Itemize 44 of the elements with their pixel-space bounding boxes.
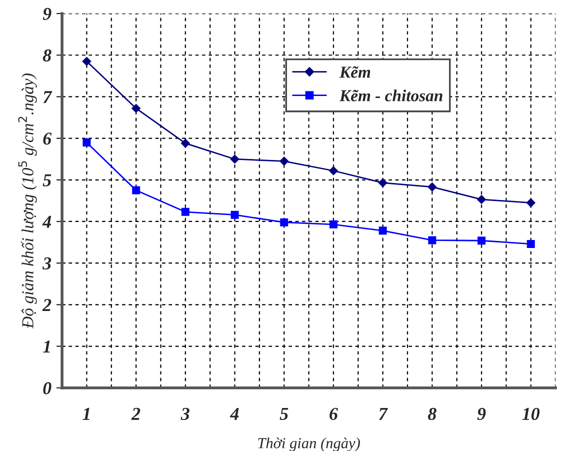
point	[280, 156, 289, 166]
x-tick-label: 2	[131, 408, 140, 420]
y-tick-label: 3	[42, 257, 52, 270]
point	[82, 56, 92, 66]
x-tick-label: 6	[330, 408, 338, 420]
y-tick-label: 1	[43, 340, 50, 353]
y-tick-label: 6	[43, 132, 52, 145]
point	[230, 154, 240, 164]
y-tick-label: 2	[42, 298, 52, 311]
x-tick-label: 8	[428, 408, 436, 420]
legend-label: Kẽm - chitosan	[339, 90, 442, 102]
point	[230, 210, 239, 219]
point	[477, 195, 486, 204]
point	[428, 236, 436, 244]
point	[329, 166, 338, 176]
y-tick-label: 5	[42, 174, 52, 186]
point	[132, 186, 140, 194]
point	[280, 218, 288, 226]
point	[329, 220, 338, 228]
x-tick-label: 5	[280, 408, 288, 420]
x-tick-label: 4	[230, 408, 239, 420]
y-tick-label: 8	[42, 49, 52, 62]
y-tick-label: 0	[43, 382, 52, 394]
x-tick-label: 10	[522, 408, 540, 420]
x-tick-label: 1	[82, 408, 90, 420]
point	[378, 226, 387, 235]
point	[82, 138, 91, 146]
point	[478, 236, 486, 245]
point	[378, 178, 388, 188]
point	[526, 240, 535, 248]
point	[181, 208, 190, 216]
point	[428, 182, 437, 192]
x-tick-label: 3	[180, 408, 190, 420]
point	[180, 138, 190, 148]
point	[526, 198, 536, 208]
x-axis-title: Thời gian (ngày)	[258, 438, 360, 451]
y-tick-label: 9	[42, 8, 52, 20]
x-tick-label: 9	[477, 408, 486, 420]
point	[132, 104, 141, 113]
y-axis-title: Độ giảm khối lượng (10$^{5}$ g/cm$^{2}$.ngày)	[18, 74, 37, 329]
x-tick-label: 7	[379, 408, 388, 420]
legend-label: Kẽm	[339, 66, 370, 78]
y-tick-label: 7	[43, 91, 52, 103]
y-tick-label: 4	[42, 216, 52, 228]
